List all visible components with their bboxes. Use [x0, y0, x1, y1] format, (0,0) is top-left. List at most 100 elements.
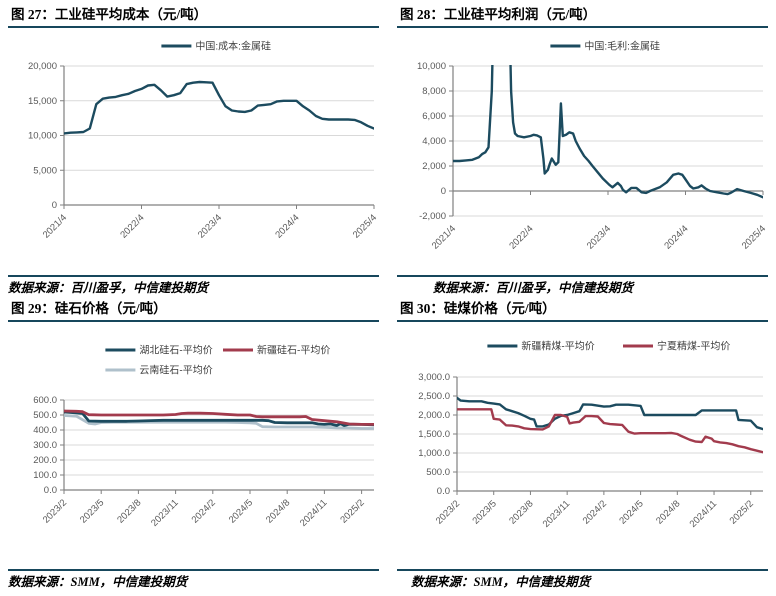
title-rule [8, 26, 379, 28]
svg-text:2025/2: 2025/2 [338, 497, 366, 525]
svg-text:2022/4: 2022/4 [507, 223, 535, 251]
svg-text:600.0: 600.0 [33, 395, 57, 406]
legend-row: 新疆精煤-平均价 宁夏精煤-平均价 [487, 340, 730, 353]
svg-text:宁夏精煤-平均价: 宁夏精煤-平均价 [657, 340, 730, 353]
svg-text:2024/8: 2024/8 [264, 497, 292, 525]
figure-28-source: 数据来源：百川盈孚，中信建投期货 [433, 281, 634, 295]
svg-text:0.0: 0.0 [437, 486, 450, 497]
svg-text:2024/8: 2024/8 [654, 498, 682, 526]
series-line-0 [457, 396, 763, 431]
svg-text:中国:成本:金属硅: 中国:成本:金属硅 [195, 40, 271, 53]
svg-text:4,000: 4,000 [422, 136, 446, 147]
svg-text:200.0: 200.0 [33, 455, 57, 466]
svg-text:2023/2: 2023/2 [41, 497, 69, 525]
gridlines [453, 65, 763, 217]
svg-text:2023/11: 2023/11 [541, 498, 573, 530]
figure-30-panel: 图 30：硅煤价格（元/吨） 0.0 500.0 1,000.0 1,500.0 2,0… [397, 298, 768, 592]
source-rule [397, 275, 768, 277]
svg-text:2023/8: 2023/8 [115, 497, 143, 525]
svg-text:500.0: 500.0 [426, 467, 450, 478]
y-axis: 0 5,000 10,000 15,000 20,000 [28, 61, 65, 211]
svg-text:2024/2: 2024/2 [581, 498, 609, 526]
svg-text:0: 0 [52, 200, 57, 211]
svg-text:10,000: 10,000 [417, 61, 446, 72]
legend-row: 中国:毛利:金属硅 [550, 40, 660, 53]
svg-text:新疆硅石-平均价: 新疆硅石-平均价 [257, 344, 330, 357]
figure-29-title: 图 29：硅石价格（元/吨） [11, 301, 167, 316]
svg-text:5,000: 5,000 [33, 165, 57, 176]
y-axis: 0.0 100.0 200.0 300.0 400.0 500.0 600.0 [33, 395, 65, 496]
silica-price-line-chart: 0.0 100.0 200.0 300.0 400.0 500.0 600.0 2023/2 2… [33, 344, 374, 529]
source-rule [8, 569, 379, 571]
svg-text:2024/11: 2024/11 [688, 498, 720, 530]
svg-text:2,000.0: 2,000.0 [418, 410, 450, 421]
svg-text:2021/4: 2021/4 [430, 223, 458, 251]
svg-text:2023/5: 2023/5 [471, 498, 499, 526]
gridlines [457, 376, 763, 492]
figure-28-title: 图 28：工业硅平均利润（元/吨） [400, 7, 597, 22]
svg-text:2024/2: 2024/2 [190, 497, 218, 525]
svg-text:2023/5: 2023/5 [78, 497, 106, 525]
svg-text:8,000: 8,000 [422, 86, 446, 97]
figure-29-source: 数据来源：SMM，中信建投期货 [8, 575, 188, 589]
svg-text:400.0: 400.0 [33, 425, 57, 436]
svg-text:2021/4: 2021/4 [41, 212, 69, 240]
svg-text:2,500.0: 2,500.0 [418, 391, 450, 402]
svg-text:20,000: 20,000 [28, 61, 57, 72]
svg-text:2023/2: 2023/2 [434, 498, 462, 526]
legend-row: 云南硅石-平均价 [105, 364, 213, 377]
title-rule [8, 320, 379, 322]
svg-text:3,000.0: 3,000.0 [418, 372, 450, 383]
figure-27-source: 数据来源：百川盈孚，中信建投期货 [8, 281, 209, 295]
series-line-1 [457, 408, 763, 454]
legend-row: 中国:成本:金属硅 [161, 40, 271, 53]
silicon-coal-price-line-chart: 0.0 500.0 1,000.0 1,500.0 2,000.0 2,500.0 3,00… [418, 340, 763, 530]
svg-text:2024/5: 2024/5 [617, 498, 645, 526]
svg-text:10,000: 10,000 [28, 131, 57, 142]
svg-text:湖北硅石-平均价: 湖北硅石-平均价 [139, 344, 212, 357]
svg-text:-2,000: -2,000 [419, 211, 446, 222]
svg-text:2024/5: 2024/5 [227, 497, 255, 525]
svg-text:云南硅石-平均价: 云南硅石-平均价 [139, 364, 212, 377]
industrial-silicon-cost-line-chart: 0 5,000 10,000 15,000 20,000 2021/4 2022/4 2023… [28, 40, 379, 241]
series-line-0 [453, 65, 763, 199]
series-line-0 [64, 410, 374, 427]
figure-30-title: 图 30：硅煤价格（元/吨） [400, 301, 556, 316]
svg-text:2024/4: 2024/4 [662, 223, 690, 251]
source-rule [397, 569, 768, 571]
svg-text:2024/11: 2024/11 [298, 497, 330, 529]
y-axis: 0.0 500.0 1,000.0 1,500.0 2,000.0 2,500.0 3,00… [418, 372, 458, 497]
svg-text:2025/2: 2025/2 [728, 498, 756, 526]
figure-27-title: 图 27：工业硅平均成本（元/吨） [11, 7, 208, 22]
svg-text:2023/8: 2023/8 [507, 498, 535, 526]
x-axis: 2021/4 2022/4 2023/4 2024/4 2025/4 [41, 205, 379, 241]
svg-text:2023/4: 2023/4 [585, 223, 613, 251]
svg-text:1,500.0: 1,500.0 [418, 429, 450, 440]
svg-text:0.0: 0.0 [44, 485, 57, 496]
series-line-0 [64, 80, 374, 135]
svg-text:500.0: 500.0 [33, 410, 57, 421]
svg-text:2023/11: 2023/11 [149, 497, 181, 529]
y-axis: -2,000 0 2,000 4,000 6,000 8,000 10,000 [417, 61, 454, 222]
svg-text:中国:毛利:金属硅: 中国:毛利:金属硅 [584, 40, 660, 53]
svg-text:100.0: 100.0 [33, 470, 57, 481]
svg-text:300.0: 300.0 [33, 440, 57, 451]
svg-text:2023/4: 2023/4 [196, 212, 224, 240]
svg-text:0: 0 [441, 186, 446, 197]
figure-30-source: 数据来源：SMM，中信建投期货 [411, 575, 591, 589]
figure-29-panel: 图 29：硅石价格（元/吨） 0.0 100.0 200.0 300.0 400.0 50… [8, 298, 379, 592]
series-line-1 [64, 409, 374, 426]
svg-text:6,000: 6,000 [422, 111, 446, 122]
x-axis: 2021/4 2022/4 2023/4 2024/4 2025/4 [430, 191, 768, 252]
figure-28-panel: 图 28：工业硅平均利润（元/吨） -2,000 0 2,000 4,000 6,000… [397, 4, 768, 298]
svg-text:新疆精煤-平均价: 新疆精煤-平均价 [521, 340, 594, 353]
svg-text:1,000.0: 1,000.0 [418, 448, 450, 459]
gridlines [64, 65, 374, 206]
svg-text:2025/4: 2025/4 [740, 223, 768, 251]
figure-27-panel: 图 27：工业硅平均成本（元/吨） 0 5,000 10,000 15,000 20,0… [8, 4, 379, 298]
source-rule [8, 275, 379, 277]
svg-text:2,000: 2,000 [422, 161, 446, 172]
title-rule [397, 26, 768, 28]
